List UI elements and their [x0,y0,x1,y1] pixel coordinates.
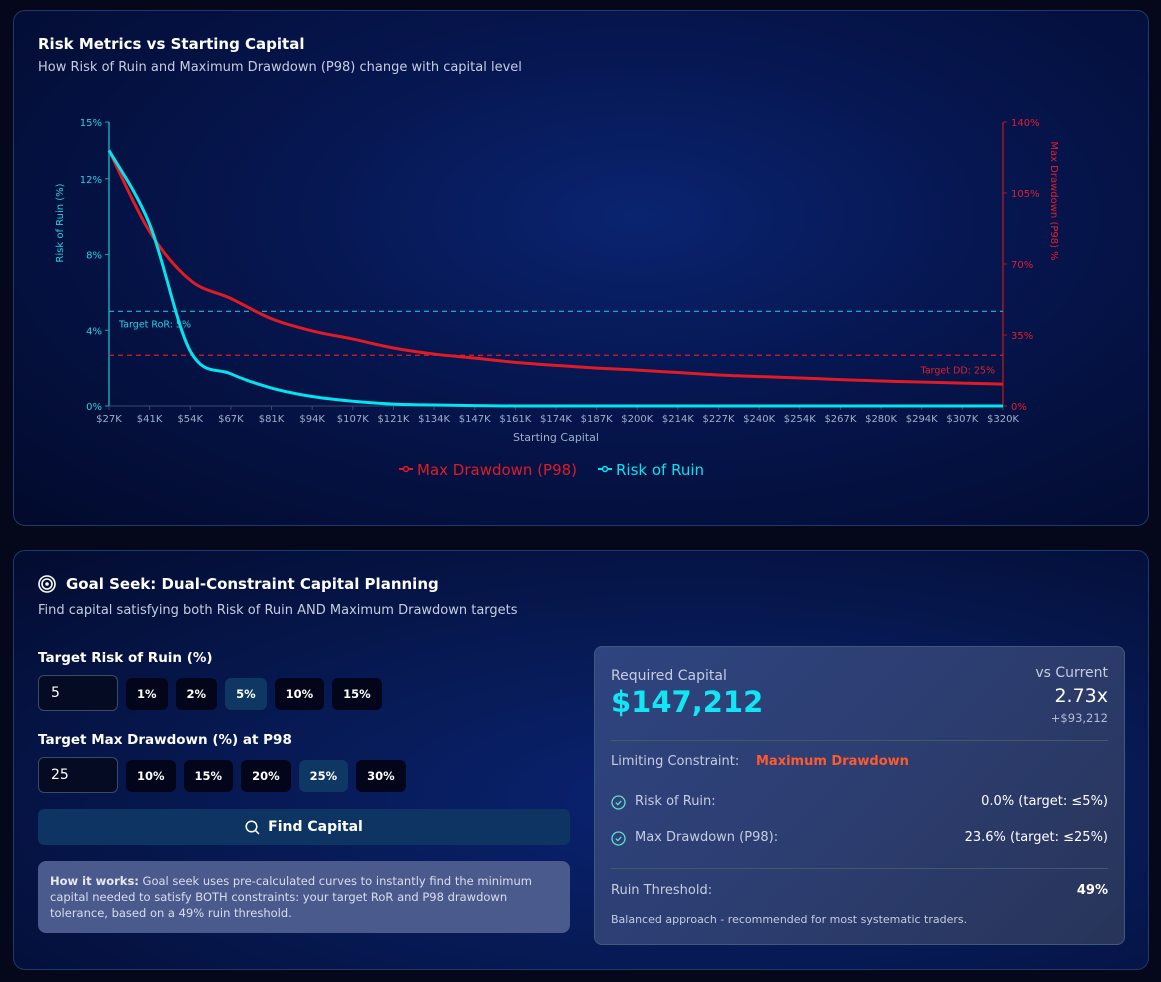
ror-preset-group: 1% 2% 5% 10% 15% [126,678,382,710]
x-tick-label: $280K [865,414,897,425]
dd-preset-group: 10% 15% 20% 25% 30% [126,760,406,792]
right-tick-label: 140% [1011,118,1040,129]
right-tick-label: 70% [1011,260,1033,271]
ror-preset-2[interactable]: 2% [175,678,218,710]
find-capital-button[interactable]: Find Capital [38,809,570,845]
capital-difference: +$93,212 [1050,711,1108,725]
threshold-note: Balanced approach - recommended for most… [611,913,968,926]
chart-subtitle: How Risk of Ruin and Maximum Drawdown (P… [38,60,522,75]
dd-preset-20[interactable]: 20% [241,760,291,792]
find-capital-label: Find Capital [268,819,363,835]
x-tick-label: $161K [499,414,531,425]
x-tick-label: $294K [906,414,938,425]
x-tick-label: $267K [824,414,856,425]
x-tick-label: $27K [96,414,122,425]
target-dd-input[interactable] [38,757,118,793]
x-tick-label: $147K [459,414,491,425]
x-tick-label: $187K [581,414,613,425]
chart-title: Risk Metrics vs Starting Capital [38,35,305,53]
vs-current-label: vs Current [1035,665,1108,681]
left-tick-label: 8% [86,251,102,262]
x-tick-label: $227K [703,414,735,425]
left-tick-label: 4% [86,326,102,337]
x-tick-label: $200K [621,414,653,425]
right-tick-label: 0% [1011,402,1027,413]
divider [611,740,1108,741]
series-line-max-drawdown [107,149,1004,386]
left-tick-label: 12% [80,175,102,186]
legend-item[interactable]: Risk of Ruin [616,461,704,479]
left-tick-label: 15% [80,118,102,129]
capital-multiple: 2.73x [1054,685,1108,707]
ror-preset-15[interactable]: 15% [332,678,382,710]
ror-result-label: Risk of Ruin: [635,794,716,809]
dd-preset-10[interactable]: 10% [126,760,176,792]
limiting-constraint-value: Maximum Drawdown [756,754,909,769]
x-tick-label: $307K [946,414,978,425]
x-tick-label: $320K [987,414,1019,425]
ruin-threshold-label: Ruin Threshold: [611,883,713,898]
goal-subtitle: Find capital satisfying both Risk of Rui… [38,603,518,618]
goal-seek-card: Goal Seek: Dual-Constraint Capital Plann… [13,550,1149,970]
x-tick-label: $134K [418,414,450,425]
target-ror-input[interactable] [38,675,118,711]
reference-line-label: Target DD: 25% [920,365,995,376]
target-ror-label: Target Risk of Ruin (%) [38,650,213,666]
legend-marker-dot [601,465,609,473]
required-capital-label: Required Capital [611,668,727,684]
left-tick-label: 0% [86,402,102,413]
check-circle-icon [611,831,626,846]
target-icon [38,575,56,593]
right-tick-label: 105% [1011,189,1040,200]
x-axis-title: Starting Capital [513,431,599,444]
dd-result-label: Max Drawdown (P98): [635,830,779,845]
how-it-works-text: Goal seek uses pre-calculated curves to … [50,874,532,920]
reference-line-label: Target RoR: 5% [118,319,191,330]
dd-result-value: 23.6% (target: ≤25%) [964,830,1108,845]
limiting-constraint-label: Limiting Constraint: [611,754,740,769]
search-icon [245,819,260,835]
risk-chart-card: Risk Metrics vs Starting Capital How Ris… [13,10,1149,526]
ror-preset-10[interactable]: 10% [274,678,325,710]
risk-chart: 0% 4% 8% 12% 15% 0% 35% 70% 105% 140% $27K $41K $54K… [55,118,1059,479]
result-panel: Required Capital $147,212 vs Current 2.7… [594,646,1125,945]
how-it-works-note: How it works: Goal seek uses pre-calcula… [38,861,570,933]
right-tick-label: 35% [1011,331,1033,342]
divider [611,868,1108,869]
x-tick-label: $174K [540,414,572,425]
x-tick-label: $81K [259,414,285,425]
left-axis-title: Risk of Ruin (%) [55,183,66,262]
goal-title: Goal Seek: Dual-Constraint Capital Plann… [66,575,439,593]
legend-item[interactable]: Max Drawdown (P98) [417,461,577,479]
target-dd-label: Target Max Drawdown (%) at P98 [38,732,292,748]
dd-preset-15[interactable]: 15% [183,760,234,792]
series-line-risk-of-ruin [107,149,1003,408]
x-tick-label: $54K [177,414,203,425]
dd-preset-25[interactable]: 25% [298,760,349,792]
dd-preset-30[interactable]: 30% [356,760,406,792]
x-tick-label: $94K [299,414,325,425]
x-tick-label: $67K [218,414,244,425]
ror-result-value: 0.0% (target: ≤5%) [981,794,1108,809]
x-tick-label: $214K [662,414,694,425]
ruin-threshold-value: 49% [1076,883,1108,898]
x-tick-label: $41K [137,414,163,425]
ror-preset-5[interactable]: 5% [225,678,267,710]
x-tick-label: $121K [377,414,409,425]
how-it-works-title: How it works: [50,874,139,888]
x-tick-label: $254K [784,414,816,425]
legend-marker-dot [402,465,410,473]
check-circle-icon [611,795,626,810]
required-capital-value: $147,212 [611,685,764,719]
right-axis-title: Max Drawdown (P98) % [1048,141,1059,260]
ror-preset-1[interactable]: 1% [126,678,168,710]
x-tick-label: $240K [743,414,775,425]
x-tick-label: $107K [337,414,369,425]
